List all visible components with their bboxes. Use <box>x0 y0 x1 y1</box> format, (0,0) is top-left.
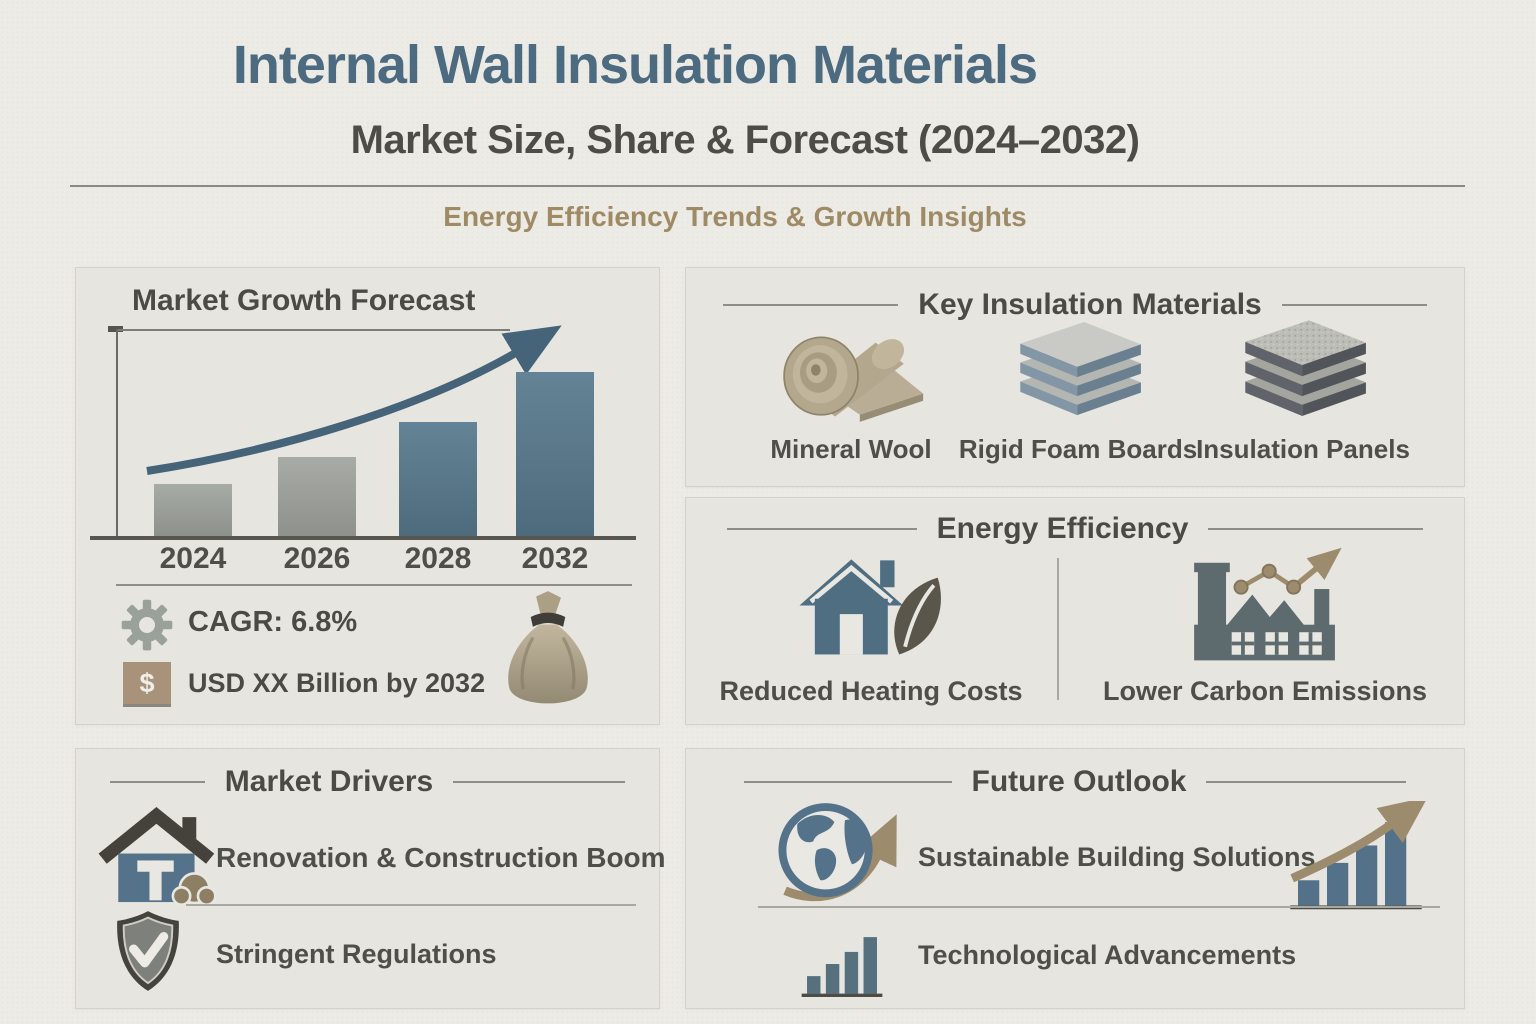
drivers-header: Market Drivers <box>76 765 659 799</box>
x-tick-label: 2028 <box>404 542 472 575</box>
efficiency-label: Reduced Heating Costs <box>719 676 1023 706</box>
growth-bar-2026 <box>278 457 356 536</box>
cagr-stat: CAGR: 6.8% <box>188 606 358 638</box>
page-title: Internal Wall Insulation Materials <box>232 35 1038 95</box>
insulation-panels-icon <box>1213 316 1393 428</box>
decorative-line <box>723 304 899 306</box>
decorative-line <box>743 781 952 783</box>
material-item: Mineral Wool <box>746 316 956 465</box>
material-item: Rigid Foam Boards <box>959 316 1197 465</box>
efficiency-item: Reduced Heating Costs <box>719 544 1023 707</box>
dollar-symbol: $ <box>139 667 155 698</box>
efficiency-header: Energy Efficiency <box>686 512 1464 546</box>
money-bag-icon <box>494 590 602 718</box>
x-axis <box>90 536 636 540</box>
y-axis <box>116 329 118 537</box>
house-leaf-icon <box>786 544 956 666</box>
materials-title: Key Insulation Materials <box>918 288 1262 321</box>
page-subtitle: Market Size, Share & Forecast (2024–2032… <box>350 118 1140 162</box>
outlook-label: Sustainable Building Solutions <box>918 842 1316 872</box>
growth-chart-area: 2024 2026 2028 2032 <box>76 268 661 598</box>
outlook-panel: Future Outlook Sustainable Building S <box>685 748 1465 1009</box>
x-tick-label: 2024 <box>159 542 227 575</box>
market-growth-panel: Market Growth Forecast 2024 2026 2028 2032 <box>75 267 660 725</box>
row-divider <box>758 906 1440 908</box>
outlook-title: Future Outlook <box>971 765 1187 798</box>
decorative-line <box>109 781 205 783</box>
efficiency-panel: Energy Efficiency Reduced Heating Costs <box>685 497 1465 725</box>
market-value-stat: USD XX Billion by 2032 <box>188 668 486 698</box>
axis-tick <box>108 326 123 332</box>
growth-bar-2032 <box>516 372 594 536</box>
efficiency-title: Energy Efficiency <box>936 512 1189 545</box>
shield-check-icon <box>112 903 184 999</box>
drivers-title: Market Drivers <box>224 765 434 798</box>
mineral-wool-roll-icon <box>766 316 936 428</box>
row-divider <box>186 904 636 906</box>
material-item: Insulation Panels <box>1189 316 1417 465</box>
stats-divider <box>116 584 632 586</box>
outlook-header: Future Outlook <box>686 765 1464 799</box>
dollar-badge-icon: $ <box>123 662 171 704</box>
driver-label: Renovation & Construction Boom <box>216 842 666 873</box>
efficiency-label: Lower Carbon Emissions <box>1102 676 1428 706</box>
decorative-line <box>453 781 626 783</box>
x-tick-label: 2032 <box>521 542 589 575</box>
decorative-line <box>1208 528 1424 530</box>
efficiency-item: Lower Carbon Emissions <box>1103 544 1427 707</box>
page-tagline: Energy Efficiency Trends & Growth Insigh… <box>443 201 1027 232</box>
material-label: Mineral Wool <box>770 434 932 464</box>
drivers-panel: Market Drivers Renovation & Construction… <box>75 748 666 1009</box>
material-label: Insulation Panels <box>1196 434 1410 464</box>
factory-emissions-icon <box>1175 544 1355 666</box>
x-tick-label: 2026 <box>283 542 351 575</box>
vertical-divider <box>1057 558 1059 700</box>
globe-growth-icon <box>771 794 903 916</box>
house-construction-icon <box>94 805 224 909</box>
material-label: Rigid Foam Boards <box>958 434 1198 464</box>
growth-title: Market Growth Forecast <box>132 284 476 317</box>
decorative-line <box>1206 781 1407 783</box>
growth-bar-2024 <box>154 484 232 536</box>
header-divider <box>70 185 1465 187</box>
outlook-label: Technological Advancements <box>918 940 1297 970</box>
materials-panel: Key Insulation Materials Mineral W <box>685 267 1465 487</box>
materials-header: Key Insulation Materials <box>686 288 1464 322</box>
decorative-line <box>726 528 917 530</box>
growth-bars-arrow-icon <box>1286 796 1428 917</box>
growth-bar-2028 <box>399 422 477 536</box>
growth-trend-arrow <box>146 325 562 475</box>
driver-label: Stringent Regulations <box>216 939 497 969</box>
rigid-foam-boards-icon <box>988 316 1168 428</box>
gear-icon <box>120 598 174 652</box>
bar-chart-icon <box>780 925 904 999</box>
decorative-line <box>1281 304 1427 306</box>
chart-top-line <box>117 329 510 331</box>
